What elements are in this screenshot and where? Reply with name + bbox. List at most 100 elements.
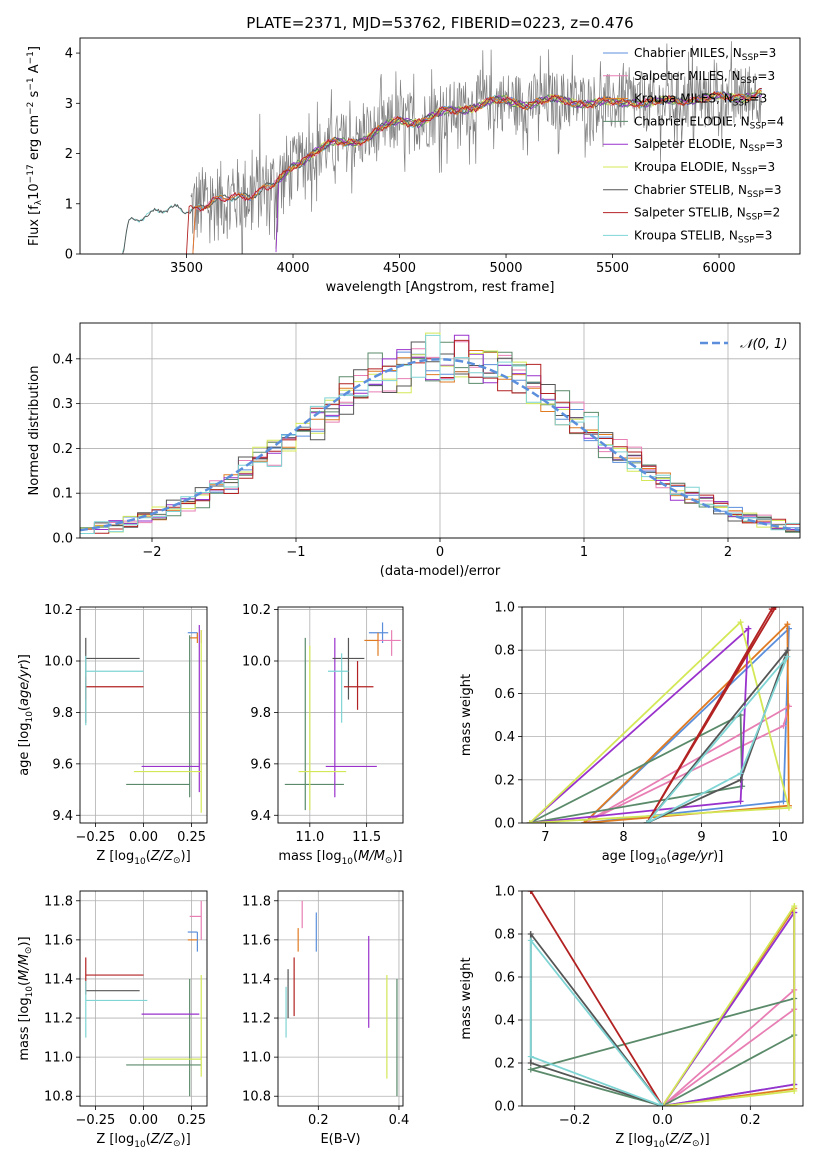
weight-line-kroupa_elodie bbox=[529, 620, 791, 823]
x-tick-label: 9 bbox=[697, 830, 705, 845]
y-tick-label: 10.0 bbox=[44, 655, 73, 670]
legend-label-normal: 𝒩(0, 1) bbox=[740, 337, 787, 352]
y-tick-label: 0.0 bbox=[52, 532, 73, 547]
panel-age_vs_mass: 11.0 11.5 9.4 9.6 9.8 10.0 10.2 mass [log10(M/M… bbox=[242, 603, 404, 867]
x-tick-label: 0.0 bbox=[652, 1113, 673, 1128]
x-tick-label: −1 bbox=[286, 545, 305, 560]
x-tick-label: 5000 bbox=[489, 261, 522, 276]
y-tick-label: 11.4 bbox=[44, 972, 73, 987]
y-tick-label: 0.8 bbox=[494, 928, 515, 943]
weight-marker-chabrier_stelib bbox=[527, 931, 534, 937]
x-tick-label: 3500 bbox=[170, 261, 203, 276]
spectrum-model-salpeter_stelib bbox=[186, 87, 762, 254]
y-tick-label: 11.4 bbox=[242, 972, 271, 987]
legend-label-salpeter_stelib: Salpeter STELIB, NSSP=2 bbox=[634, 206, 780, 223]
spectrum-model-chabrier_stelib bbox=[122, 91, 762, 254]
y-axis-label: mass weight bbox=[459, 674, 474, 756]
weight-marker-salpeter_elodie bbox=[745, 625, 752, 632]
weight-marker-chabrier_stelib bbox=[527, 1060, 534, 1066]
panels: 3500 4000 4500 5000 5500 6000 0 1 2 3 4 wavelength … bbox=[17, 37, 804, 1150]
weight-marker-salpeter_stelib bbox=[527, 891, 534, 894]
x-tick-label: 10 bbox=[771, 830, 788, 845]
x-tick-label: 0.00 bbox=[129, 830, 158, 845]
y-tick-label: 9.8 bbox=[52, 706, 73, 721]
y-axis-label: age [log10(age/yr)] bbox=[17, 654, 35, 776]
weight-marker-kroupa_stelib bbox=[737, 770, 744, 777]
weight-line-salpeter_stelib bbox=[530, 891, 664, 1106]
panel-weight_vs_age: 7 8 9 10 0.0 0.2 0.4 0.6 0.8 1.0 age [log10(age/yr… bbox=[459, 601, 804, 867]
y-axis-label: Normed distribution bbox=[27, 366, 42, 496]
x-tick-label: 11.0 bbox=[295, 830, 324, 845]
x-tick-label: 6000 bbox=[703, 261, 736, 276]
x-tick-label: 7 bbox=[541, 830, 549, 845]
x-tick-label: 0 bbox=[436, 545, 444, 560]
x-tick-label: 4500 bbox=[383, 261, 416, 276]
plot-area-mass_vs_EBV bbox=[285, 900, 398, 1097]
x-tick-label: 0.25 bbox=[177, 830, 206, 845]
weight-marker-kroupa_elodie bbox=[737, 619, 744, 626]
x-axis-label: Z [log10(Z/Z⊙)] bbox=[615, 1132, 709, 1150]
weight-marker-kroupa_stelib bbox=[643, 820, 650, 823]
spectrum-legend: Chabrier MILES, NSSP=3 Salpeter MILES, NS… bbox=[603, 46, 784, 245]
y-tick-label: 0.6 bbox=[494, 971, 515, 986]
x-tick-label: 2 bbox=[724, 545, 732, 560]
axes-frame bbox=[79, 890, 208, 1107]
weight-marker-chabrier_elodie bbox=[527, 1066, 534, 1073]
x-tick-label: 0.00 bbox=[129, 1113, 158, 1128]
panel-weight_vs_Z: −0.2 0.0 0.2 0.0 0.2 0.4 0.6 0.8 1.0 Z [log10(Z/Z… bbox=[459, 885, 804, 1150]
y-tick-label: 0.2 bbox=[494, 1057, 515, 1072]
weight-line-salpeter_elodie bbox=[529, 626, 750, 823]
y-tick-label: 11.2 bbox=[44, 1012, 73, 1027]
y-tick-label: 2 bbox=[65, 147, 73, 162]
axes-frame bbox=[521, 606, 804, 824]
x-tick-label: −0.25 bbox=[75, 1113, 115, 1128]
y-tick-label: 9.4 bbox=[250, 809, 271, 824]
normal-curve bbox=[80, 358, 800, 532]
y-tick-label: 0 bbox=[65, 248, 73, 263]
plot-area-mass_vs_Z bbox=[85, 900, 202, 1097]
weight-marker-kroupa_stelib bbox=[527, 937, 534, 944]
x-tick-label: 0.25 bbox=[177, 1113, 206, 1128]
x-axis-label: wavelength [Angstrom, rest frame] bbox=[326, 280, 555, 295]
x-tick-label: −0.25 bbox=[75, 830, 115, 845]
legend-label-kroupa_stelib: Kroupa STELIB, NSSP=3 bbox=[634, 228, 772, 245]
x-axis-label: Z [log10(Z/Z⊙)] bbox=[96, 849, 190, 867]
y-tick-label: 10.2 bbox=[44, 603, 73, 618]
y-tick-label: 0.8 bbox=[494, 644, 515, 659]
panel-mass_vs_Z: −0.25 0.00 0.25 10.8 11.0 11.2 11.4 11.6 11.8 Z [… bbox=[17, 890, 208, 1150]
y-axis-label: mass weight bbox=[459, 957, 474, 1039]
y-tick-label: 0.3 bbox=[52, 397, 73, 412]
axes-frame bbox=[79, 37, 801, 255]
weight-marker-salpeter_miles bbox=[780, 722, 787, 729]
y-tick-label: 0.4 bbox=[52, 352, 73, 367]
x-tick-label: −2 bbox=[142, 545, 161, 560]
legend-label-chabrier_miles: Chabrier MILES, NSSP=3 bbox=[634, 46, 776, 63]
x-axis-label: E(B-V) bbox=[320, 1132, 360, 1147]
x-tick-label: 4000 bbox=[276, 261, 309, 276]
panel-spectrum: 3500 4000 4500 5000 5500 6000 0 1 2 3 4 wavelength … bbox=[26, 37, 801, 295]
weight-marker-kroupa_miles bbox=[784, 621, 791, 628]
figure-title: PLATE=2371, MJD=53762, FIBERID=0223, z=0… bbox=[246, 14, 633, 32]
x-tick-label: 0.4 bbox=[389, 1113, 410, 1128]
weight-marker-chabrier_stelib bbox=[784, 647, 791, 654]
y-axis-label: mass [log10(M/M⊙)] bbox=[17, 936, 35, 1060]
y-tick-label: 0.2 bbox=[52, 442, 73, 457]
y-tick-label: 11.8 bbox=[44, 894, 73, 909]
axes-frame bbox=[277, 890, 404, 1107]
weight-line-chabrier_elodie bbox=[529, 713, 744, 823]
plot-area-age_vs_mass bbox=[284, 622, 401, 811]
legend-label-kroupa_elodie: Kroupa ELODIE, NSSP=3 bbox=[634, 160, 775, 177]
y-tick-label: 0.6 bbox=[494, 687, 515, 702]
legend-label-kroupa_miles: Kroupa MILES, NSSP=3 bbox=[634, 92, 767, 109]
x-tick-label: 5500 bbox=[596, 261, 629, 276]
weight-line-kroupa_elodie bbox=[661, 902, 796, 1106]
y-tick-label: 9.4 bbox=[52, 809, 73, 824]
weight-line-kroupa_stelib bbox=[646, 656, 789, 823]
y-tick-label: 1.0 bbox=[494, 601, 515, 616]
y-axis-label: Flux [fλ10−17 erg cm−2 s−1 A−1] bbox=[26, 46, 44, 246]
legend-label-salpeter_miles: Salpeter MILES, NSSP=3 bbox=[634, 69, 775, 86]
y-tick-label: 10.8 bbox=[44, 1090, 73, 1105]
x-tick-label: 0.2 bbox=[308, 1113, 329, 1128]
y-tick-label: 10.2 bbox=[242, 603, 271, 618]
